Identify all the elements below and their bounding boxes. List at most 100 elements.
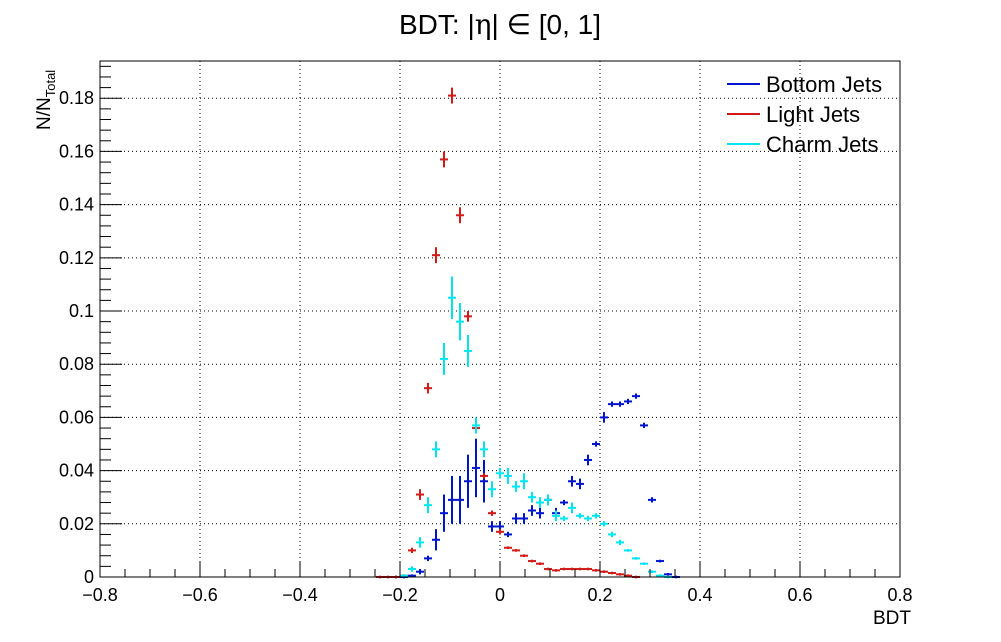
- data-point: [576, 513, 584, 519]
- data-point: [512, 513, 520, 524]
- data-point: [560, 567, 568, 571]
- data-point: [440, 151, 448, 168]
- data-point: [560, 499, 568, 506]
- data-point: [536, 497, 544, 508]
- y-tick-labels: 0 0.02 0.04 0.06 0.08 0.1 0.12 0.14 0.16 0.18: [59, 88, 94, 587]
- data-point: [432, 441, 440, 458]
- data-point: [600, 521, 608, 527]
- data-point: [536, 507, 544, 519]
- data-point: [480, 441, 488, 458]
- data-point: [440, 342, 448, 375]
- data-point: [632, 393, 640, 399]
- data-point: [544, 567, 552, 571]
- legend-label: Charm Jets: [766, 132, 878, 157]
- data-point: [608, 401, 616, 407]
- y-axis-title: N/NTotal: [34, 70, 58, 130]
- data-point: [584, 515, 592, 522]
- data-point: [528, 491, 536, 503]
- data-point: [520, 473, 528, 490]
- data-point: [616, 573, 624, 576]
- data-point: [592, 569, 600, 572]
- legend-label: Bottom Jets: [766, 72, 882, 97]
- x-tick-label: −0.8: [82, 585, 118, 605]
- y-tick-label: 0.02: [59, 514, 94, 534]
- data-point: [464, 334, 472, 367]
- data-point: [496, 467, 504, 479]
- data-point: [520, 513, 528, 524]
- data-point: [640, 562, 648, 566]
- data-point: [552, 569, 560, 572]
- x-tick-label: 0.4: [687, 585, 712, 605]
- legend-entry: Light Jets: [727, 102, 860, 127]
- legend-entry: Charm Jets: [727, 132, 878, 157]
- x-tick-label: −0.6: [182, 585, 218, 605]
- data-point: [504, 531, 512, 538]
- chart-title: BDT: |η| ∈ [0, 1]: [399, 8, 601, 41]
- series-bottom-jets: [392, 393, 680, 579]
- x-tick-label: −0.4: [282, 585, 318, 605]
- data-point: [624, 398, 632, 405]
- data-point: [568, 502, 576, 514]
- x-tick-label: 0.6: [787, 585, 812, 605]
- data-series: [376, 87, 680, 579]
- y-tick-label: 0.18: [59, 88, 94, 108]
- y-tick-label: 0.14: [59, 195, 94, 215]
- data-point: [424, 555, 432, 562]
- data-point: [624, 549, 632, 552]
- y-tick-label: 0.04: [59, 461, 94, 481]
- data-point: [432, 247, 440, 264]
- series-charm-jets: [400, 276, 672, 579]
- data-point: [408, 566, 416, 572]
- data-point: [456, 303, 464, 341]
- data-point: [456, 475, 464, 524]
- y-tick-label: 0.08: [59, 354, 94, 374]
- legend-entry: Bottom Jets: [727, 72, 882, 97]
- legend: Bottom Jets Light Jets Charm Jets: [727, 72, 882, 157]
- data-point: [528, 505, 536, 516]
- data-point: [416, 537, 424, 548]
- x-tick-labels: −0.8 −0.6 −0.4 −0.2 0 0.2 0.4 0.6 0.8: [82, 585, 912, 605]
- data-point: [608, 531, 616, 538]
- data-point: [408, 547, 416, 554]
- data-point: [592, 441, 600, 447]
- data-point: [504, 546, 512, 550]
- data-point: [616, 401, 624, 407]
- data-point: [616, 539, 624, 546]
- x-tick-label: 0.2: [587, 585, 612, 605]
- data-point: [448, 475, 456, 524]
- data-point: [648, 570, 656, 574]
- data-point: [536, 562, 544, 566]
- y-tick-label: 0: [84, 567, 94, 587]
- data-point: [424, 497, 432, 514]
- data-point: [424, 382, 432, 394]
- data-point: [568, 475, 576, 487]
- data-point: [528, 559, 536, 563]
- data-point: [608, 571, 616, 575]
- y-tick-label: 0.16: [59, 141, 94, 161]
- data-point: [464, 454, 472, 508]
- axes-ticks: [99, 65, 901, 578]
- data-point: [488, 510, 496, 516]
- y-tick-label: 0.1: [69, 301, 94, 321]
- data-point: [472, 417, 480, 434]
- data-point: [560, 515, 568, 522]
- legend-label: Light Jets: [766, 102, 860, 127]
- series-light-jets: [376, 87, 640, 579]
- y-tick-label: 0.06: [59, 407, 94, 427]
- y-tick-label: 0.12: [59, 248, 94, 268]
- data-point: [488, 481, 496, 498]
- x-tick-label: −0.2: [382, 585, 418, 605]
- data-point: [656, 559, 664, 563]
- x-axis-title: BDT: [873, 608, 911, 629]
- x-tick-label: 0.8: [887, 585, 912, 605]
- data-point: [648, 497, 656, 503]
- data-point: [584, 454, 592, 466]
- data-point: [488, 521, 496, 532]
- data-point: [576, 567, 584, 571]
- data-point: [584, 567, 592, 571]
- data-point: [416, 489, 424, 500]
- data-point: [440, 494, 448, 532]
- data-point: [664, 573, 672, 576]
- data-point: [632, 557, 640, 560]
